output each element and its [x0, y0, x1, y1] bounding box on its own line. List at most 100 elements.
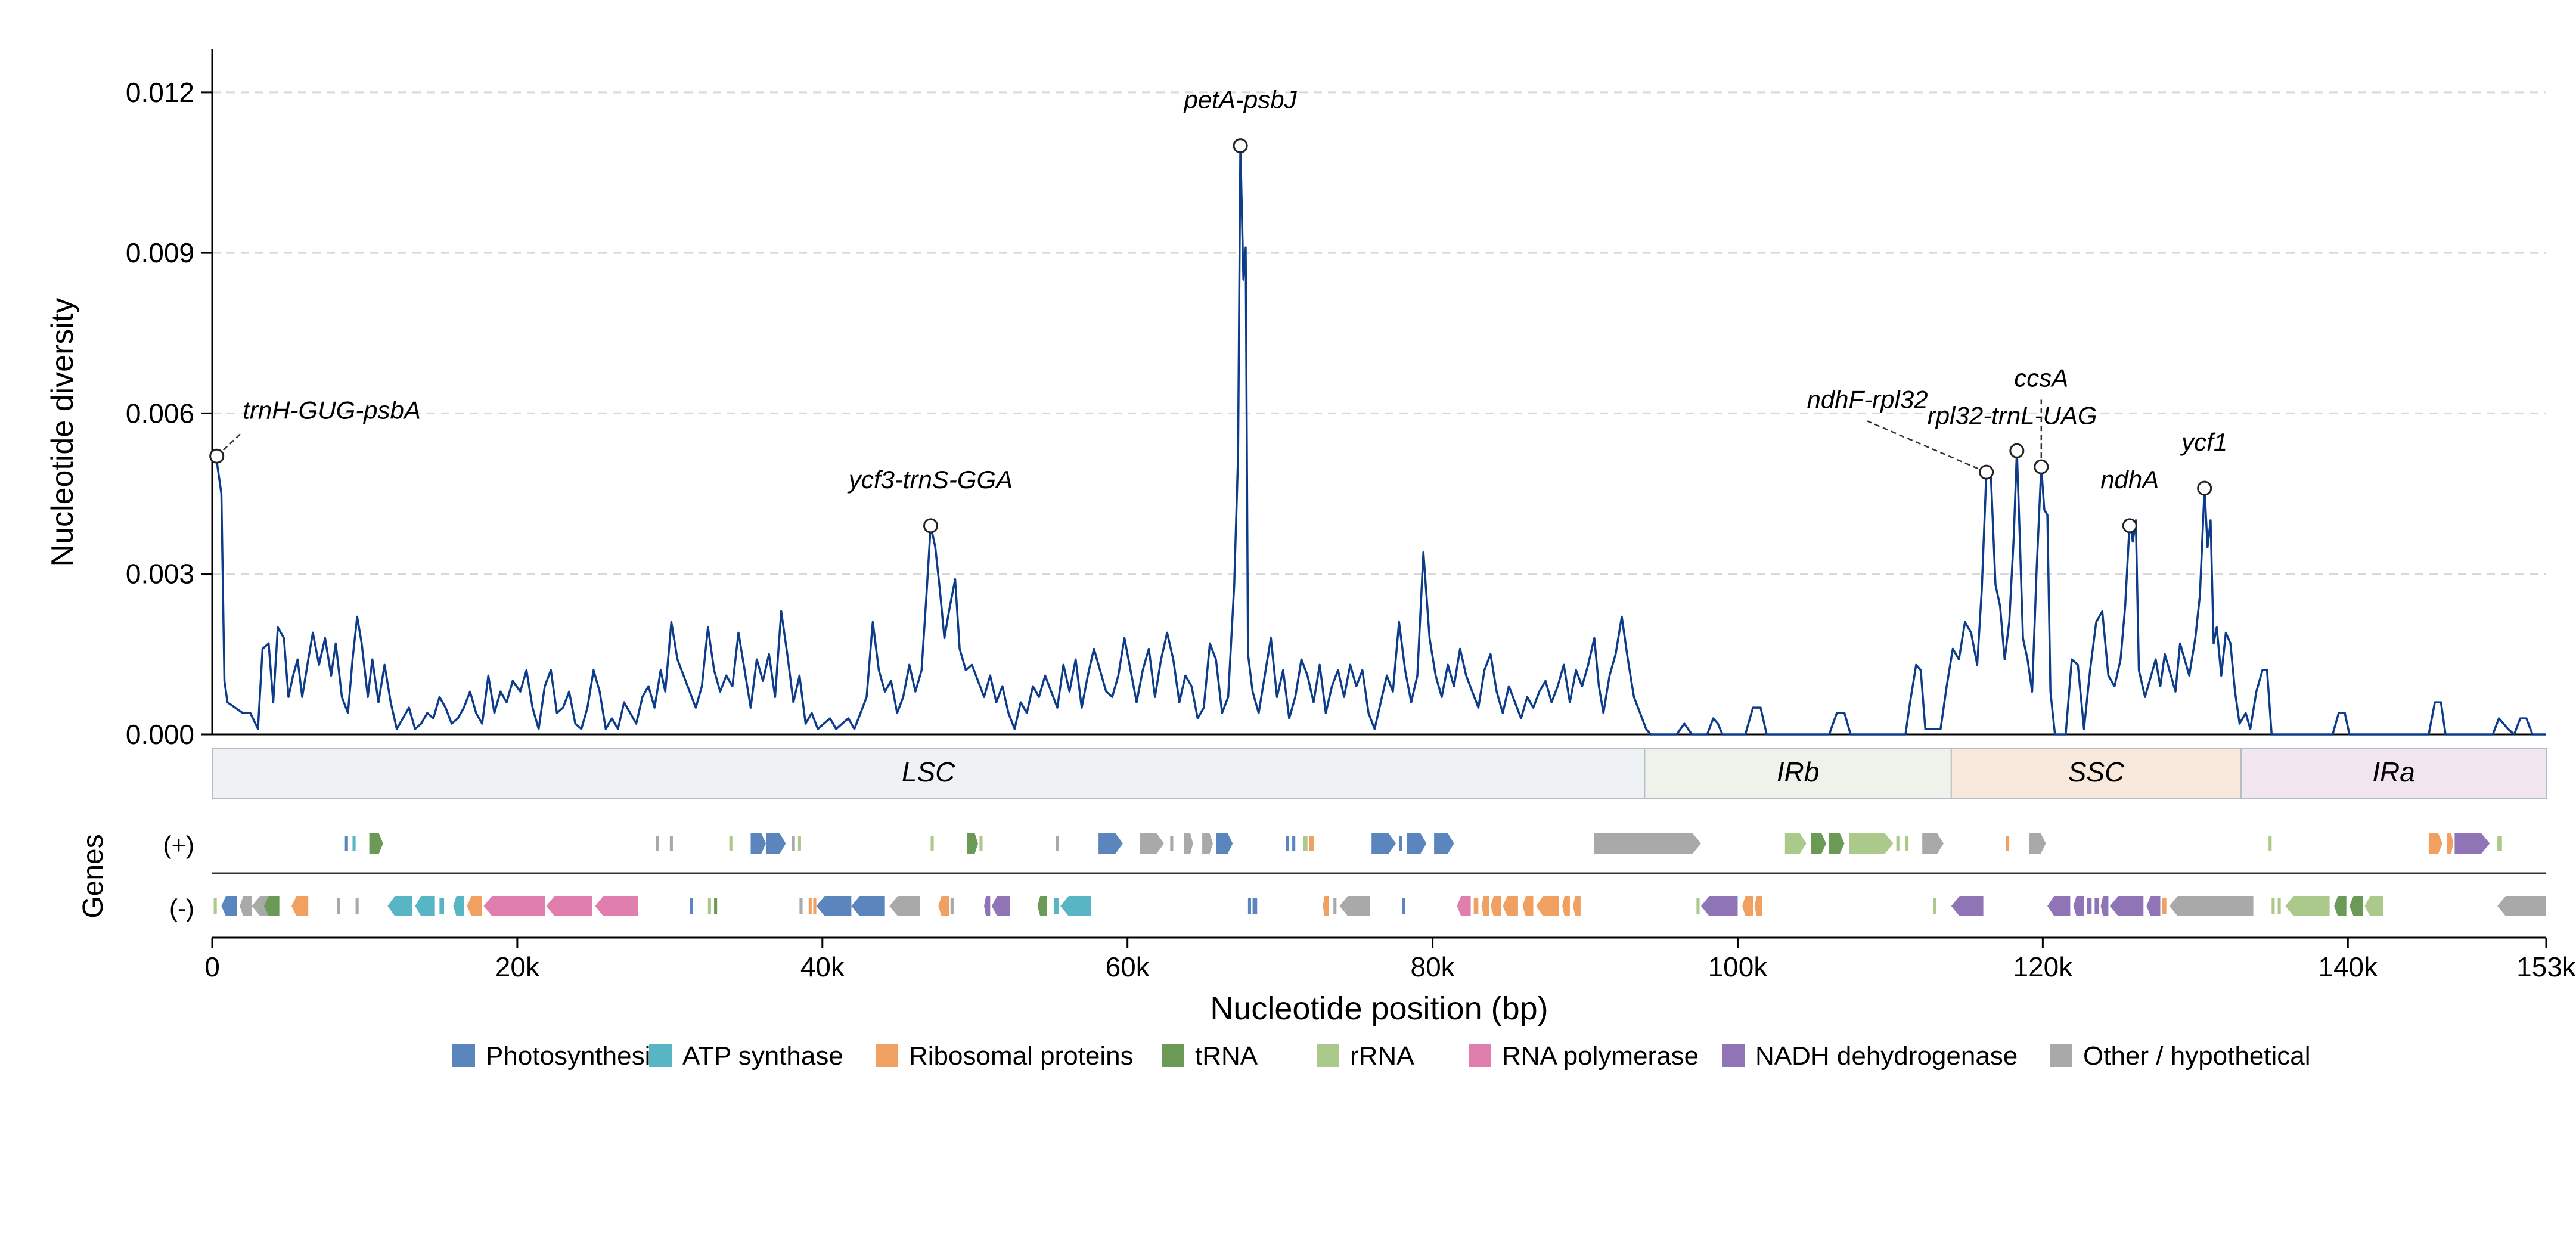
- y-axis-ticks: 0.000 0.003 0.006 0.009 0.012: [126, 77, 212, 750]
- y-tick-label: 0.003: [126, 559, 194, 590]
- legend-label: NADH dehydrogenase: [1755, 1041, 2018, 1071]
- y-tick-label: 0.006: [126, 398, 194, 429]
- gene-feature: [714, 898, 718, 914]
- gene-feature: [1037, 896, 1047, 916]
- peak-annotations: trnH-GUG-psbA ycf3-trnS-GGA petA-psbJ ndhF-…: [209, 86, 2227, 534]
- gene-feature: [344, 836, 348, 851]
- region-label: IRa: [2372, 756, 2415, 787]
- gene-feature: [387, 896, 412, 916]
- y-tick-label: 0.009: [126, 237, 194, 268]
- peak-marker: [1233, 138, 1248, 154]
- gene-feature: [930, 836, 934, 851]
- gene-feature: [2029, 833, 2046, 854]
- gene-feature: [1323, 896, 1329, 916]
- x-tick-label: 120k: [2013, 951, 2073, 982]
- gene-feature: [808, 898, 812, 914]
- diversity-series: [211, 144, 2546, 736]
- legend-swatch: [452, 1044, 475, 1067]
- gene-feature: [2364, 896, 2383, 916]
- region-block: [212, 748, 1646, 799]
- gene-feature: [1309, 836, 1314, 851]
- gene-feature: [2087, 898, 2092, 914]
- gene-feature: [1333, 898, 1337, 914]
- x-tick-label: 60k: [1106, 951, 1150, 982]
- gene-feature: [1098, 833, 1123, 854]
- gene-feature: [2454, 833, 2490, 854]
- genes-minus-track: [213, 896, 2546, 916]
- gene-feature: [1481, 896, 1489, 916]
- genome-regions-bar: LSC IRb SSC IRa: [212, 748, 2547, 799]
- gene-feature: [1573, 896, 1581, 916]
- gene-feature: [1202, 833, 1213, 854]
- gene-feature: [797, 836, 801, 851]
- gene-feature: [2497, 896, 2546, 916]
- gene-feature: [1829, 833, 1845, 854]
- gene-feature: [2271, 898, 2275, 914]
- gene-feature: [1701, 896, 1738, 916]
- gene-feature: [656, 836, 659, 851]
- region-label: IRb: [1777, 756, 1820, 787]
- legend-label: Ribosomal proteins: [909, 1041, 1134, 1071]
- legend: Photosynthesis ATP synthase Ribosomal prot…: [452, 1041, 2311, 1071]
- annotation-leader: [216, 431, 244, 457]
- gene-feature: [1522, 896, 1534, 916]
- gene-feature: [991, 896, 1010, 916]
- gene-feature: [439, 898, 445, 914]
- gene-feature: [2285, 896, 2330, 916]
- gene-feature: [2006, 836, 2010, 851]
- gene-feature: [1951, 896, 1984, 916]
- gene-feature: [1933, 898, 1936, 914]
- y-tick-label: 0.000: [126, 719, 194, 750]
- gene-feature: [1696, 898, 1700, 914]
- y-axis-label: Nucleotide diversity: [45, 298, 80, 567]
- gene-feature: [2169, 896, 2254, 916]
- x-tick-label: 0: [204, 951, 220, 982]
- gene-feature: [766, 833, 786, 854]
- region-block: [2240, 748, 2547, 799]
- gene-feature: [2100, 896, 2109, 916]
- gene-feature: [213, 898, 217, 914]
- gene-feature: [595, 896, 638, 916]
- gene-feature: [546, 896, 592, 916]
- gene-feature: [1434, 833, 1454, 854]
- gene-feature: [291, 896, 309, 916]
- gene-feature: [984, 896, 991, 916]
- legend-swatch: [2050, 1044, 2072, 1067]
- gene-feature: [950, 898, 954, 914]
- gene-feature: [1184, 833, 1193, 854]
- gene-feature: [979, 836, 983, 851]
- gene-feature: [1503, 896, 1518, 916]
- peak-marker: [209, 448, 225, 464]
- legend-swatch: [1722, 1044, 1745, 1067]
- annotation-label: rpl32-trnL-UAG: [1928, 401, 2097, 429]
- gene-feature: [352, 836, 356, 851]
- annotation-label: ndhA: [2100, 466, 2159, 494]
- genes-label: Genes: [77, 834, 109, 918]
- gene-feature: [1216, 833, 1233, 854]
- peak-marker: [2034, 459, 2049, 474]
- gene-feature: [355, 898, 359, 914]
- annotation-leader: [1867, 420, 1987, 473]
- gene-feature: [483, 896, 545, 916]
- gene-feature: [792, 836, 795, 851]
- gene-feature: [1402, 898, 1405, 914]
- gene-feature: [729, 836, 733, 851]
- legend-label: tRNA: [1195, 1041, 1258, 1071]
- gene-feature: [690, 898, 693, 914]
- annotation-label: trnH-GUG-psbA: [243, 396, 421, 424]
- gene-feature: [1896, 836, 1900, 851]
- strand-plus-label: (+): [163, 831, 195, 859]
- legend-swatch: [1317, 1044, 1339, 1067]
- gene-feature: [240, 896, 252, 916]
- gene-feature: [2447, 833, 2453, 854]
- gene-feature: [2094, 898, 2100, 914]
- annotation-label: ycf3-trnS-GGA: [847, 466, 1013, 494]
- peak-marker: [923, 518, 939, 534]
- gene-feature: [816, 896, 852, 916]
- region-block: [1950, 748, 2242, 799]
- gene-feature: [1457, 896, 1471, 916]
- gene-feature: [1054, 898, 1059, 914]
- gene-feature: [967, 833, 978, 854]
- x-axis-ticks: 0 20k 40k 60k 80k 100k 120k 140k 153k: [204, 938, 2576, 982]
- gene-feature: [2428, 833, 2442, 854]
